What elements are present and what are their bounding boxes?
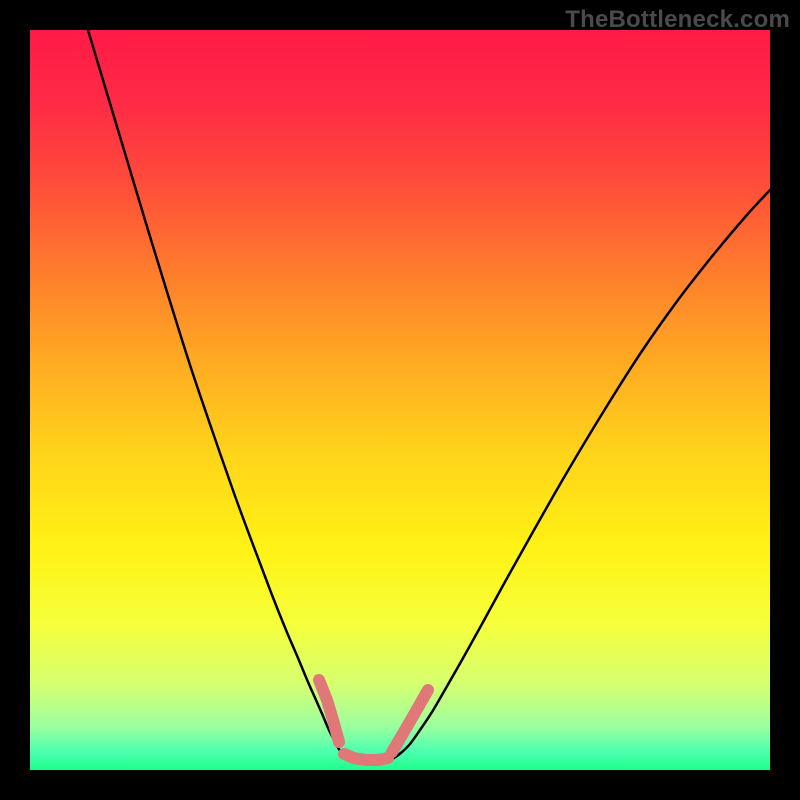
overlay-markers	[319, 680, 428, 760]
overlay-segment	[344, 754, 388, 760]
watermark-text: TheBottleneck.com	[565, 6, 790, 34]
curve-layer	[30, 30, 770, 770]
chart-frame: TheBottleneck.com	[0, 0, 800, 800]
plot-area	[30, 30, 770, 770]
bottleneck-curve	[88, 30, 770, 764]
